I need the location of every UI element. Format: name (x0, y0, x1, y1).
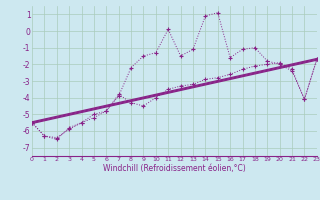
X-axis label: Windchill (Refroidissement éolien,°C): Windchill (Refroidissement éolien,°C) (103, 164, 246, 173)
